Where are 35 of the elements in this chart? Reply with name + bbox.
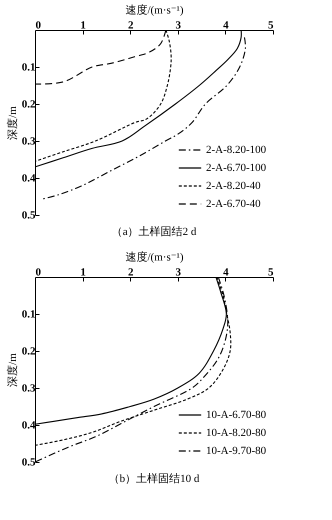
legend-label: 10-A-6.70-80: [206, 409, 267, 421]
y-tick-label: 0.2: [22, 346, 36, 358]
x-axis-title: 速度/(m·s⁻¹): [126, 4, 184, 16]
y-tick-label: 0.1: [22, 308, 36, 320]
x-tick-label: 4: [223, 20, 230, 32]
x-tick-label: 1: [80, 266, 86, 278]
x-tick-label: 0: [36, 266, 42, 278]
x-tick-label: 5: [268, 20, 274, 32]
x-axis-title: 速度/(m·s⁻¹): [126, 250, 184, 264]
y-tick-label: 0.2: [22, 98, 36, 110]
legend-label: 10-A-9.70-80: [206, 445, 267, 457]
legend-label: 2-A-6.70-100: [206, 162, 267, 174]
x-tick-label: 1: [80, 20, 86, 32]
y-tick-label: 0.4: [22, 420, 36, 432]
x-tick-label: 2: [128, 266, 134, 278]
y-tick-label: 0.5: [22, 210, 36, 222]
x-tick-label: 2: [128, 20, 134, 32]
y-tick-label: 0.4: [22, 172, 36, 184]
legend-label: 2-A-6.70-40: [206, 198, 262, 210]
text: （a）土样固结2 d: [112, 225, 197, 238]
legend-label: 10-A-8.20-80: [206, 427, 267, 439]
x-tick-label: 0: [36, 20, 42, 32]
y-tick-label: 0.5: [22, 456, 36, 468]
y-axis-title: 深度/m: [6, 106, 19, 140]
x-tick-label: 3: [176, 266, 182, 278]
y-tick-label: 0.1: [22, 62, 36, 74]
legend-label: 2-A-8.20-40: [206, 180, 262, 192]
x-tick-label: 4: [223, 266, 230, 278]
y-tick-label: 0.3: [22, 136, 36, 148]
x-tick-label: 3: [176, 20, 182, 32]
legend-label: 2-A-8.20-100: [206, 144, 267, 156]
y-tick-label: 0.3: [22, 382, 36, 394]
y-axis-title: 深度/m: [6, 352, 19, 387]
x-tick-label: 5: [268, 266, 274, 278]
text: （b）土样固结10 d: [108, 472, 200, 485]
